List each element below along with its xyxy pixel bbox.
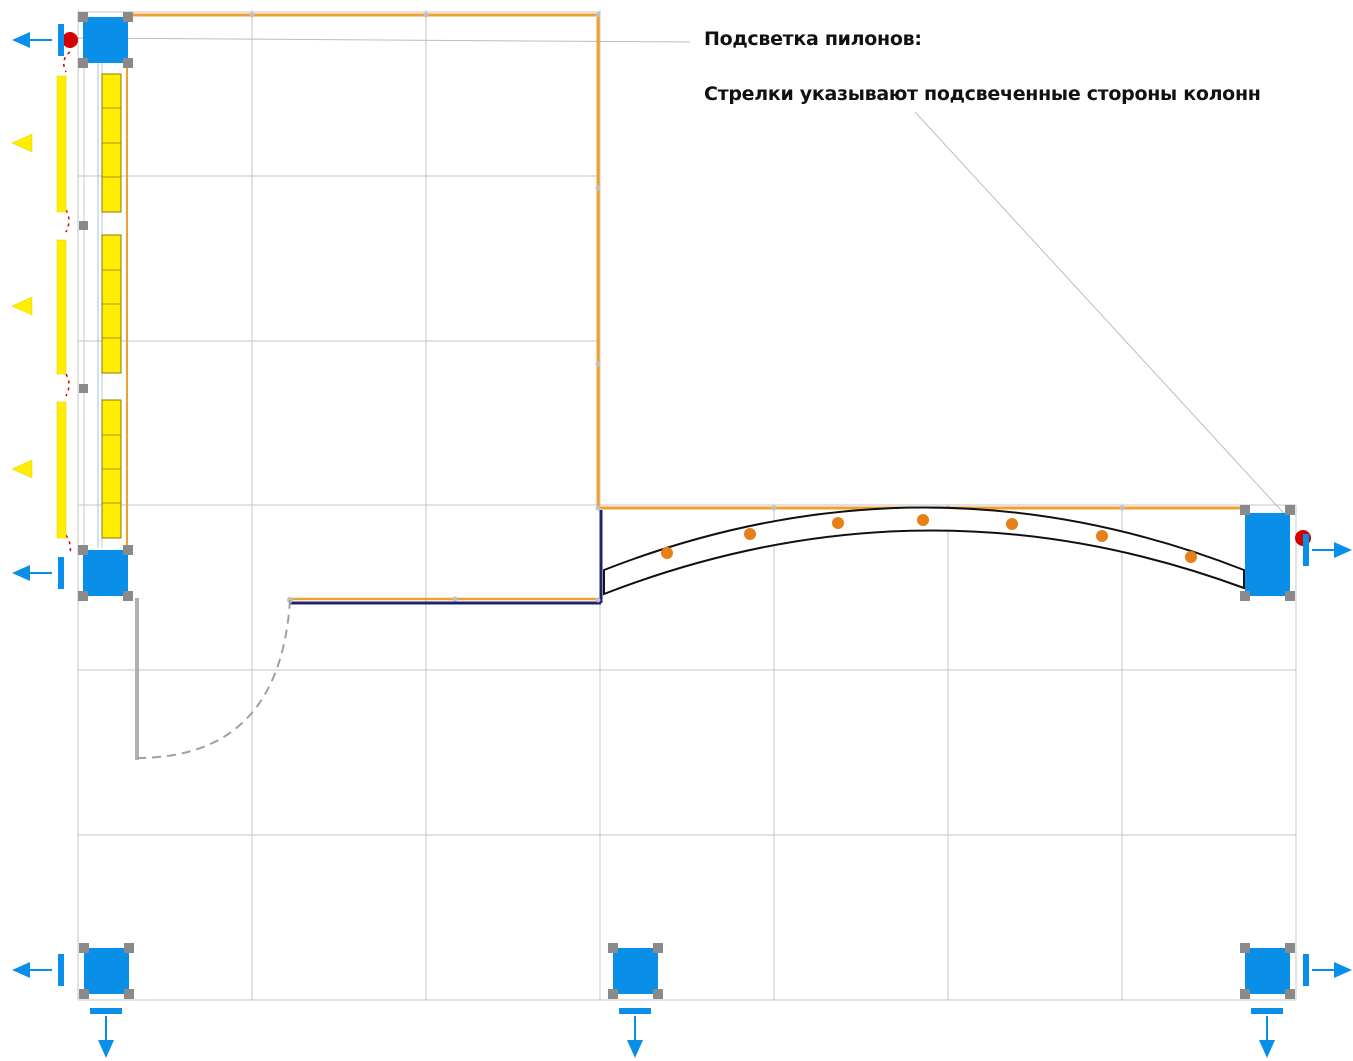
- spotlight: [1006, 518, 1018, 530]
- red-marker: [62, 32, 78, 48]
- leader-line-arrows: [914, 111, 1291, 521]
- column-top-left: [78, 12, 133, 68]
- grid: [77, 10, 1297, 1001]
- curved-counter: [603, 506, 1245, 596]
- arrow-right-icon: [1334, 542, 1352, 558]
- orange-spotlights: [661, 514, 1197, 563]
- yellow-strip: [56, 239, 67, 375]
- outline-points: [249, 12, 1125, 603]
- column-bottom-center: [608, 943, 663, 999]
- door-swing: [136, 599, 291, 759]
- yellow-panels: [101, 73, 122, 539]
- annotation-title: Подсветка пилонов:: [704, 28, 922, 50]
- arrow-left-icon: [12, 565, 30, 581]
- arrow-down-icon: [627, 1040, 643, 1058]
- spotlight: [1185, 551, 1197, 563]
- yellow-panel-dividers: [102, 107, 121, 504]
- wall-anchors: [79, 221, 88, 393]
- light-side-arrows: [12, 24, 1352, 1058]
- navy-walls: [290, 510, 603, 605]
- arrow-left-icon: [11, 459, 33, 479]
- column-bottom-right: [1240, 943, 1295, 999]
- spotlight: [917, 514, 929, 526]
- arrow-right-icon: [1334, 962, 1352, 978]
- leader-lines: [71, 37, 1291, 521]
- arrow-left-icon: [12, 32, 30, 48]
- door: [135, 598, 291, 760]
- arrow-left-icon: [11, 296, 33, 316]
- red-dashed-segments: [63, 51, 72, 553]
- arrow-down-icon: [98, 1040, 114, 1058]
- spotlight: [661, 547, 673, 559]
- arrow-left-icon: [12, 962, 30, 978]
- spotlight: [1096, 530, 1108, 542]
- red-markers: [62, 32, 1311, 546]
- column-bottom-left: [79, 943, 134, 999]
- annotation-arrows-note: Стрелки указывают подсвеченные стороны к…: [704, 83, 1261, 105]
- yellow-arrows: [11, 133, 33, 479]
- column-mid-left: [78, 545, 133, 601]
- yellow-strip: [56, 75, 67, 213]
- arrow-down-icon: [1259, 1040, 1275, 1058]
- spotlight: [744, 528, 756, 540]
- column-mid-right: [1240, 505, 1295, 601]
- yellow-strip: [56, 401, 67, 539]
- yellow-light-strips: [56, 75, 67, 539]
- spotlight: [832, 517, 844, 529]
- arrow-left-icon: [11, 133, 33, 153]
- columns: [78, 12, 1295, 999]
- leader-line-title: [71, 37, 691, 43]
